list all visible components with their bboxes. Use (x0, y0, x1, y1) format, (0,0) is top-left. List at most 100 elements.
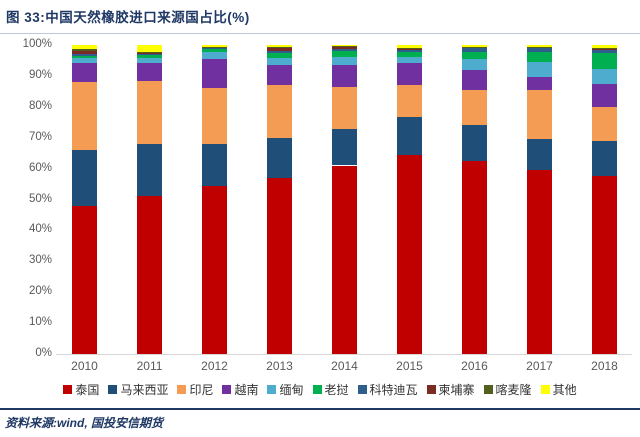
y-tick-label: 20% (28, 285, 52, 298)
bar-segment-马来西亚 (527, 138, 552, 171)
legend-swatch-icon (177, 385, 187, 394)
bar-segment-柬埔寨 (72, 51, 97, 55)
legend-item-喀麦隆: 喀麦隆 (483, 381, 532, 398)
bar-segment-喀麦隆 (72, 49, 97, 52)
bar-segment-泰国 (72, 205, 97, 354)
y-tick-label: 10% (28, 316, 52, 329)
x-axis-label: 2018 (591, 359, 618, 373)
legend-label: 老挝 (324, 383, 349, 397)
bar-segment-泰国 (592, 176, 617, 354)
bar-segment-老挝 (397, 51, 422, 57)
bar-segment-老挝 (267, 53, 292, 58)
y-tick-label: 40% (28, 223, 52, 236)
bar-segment-马来西亚 (72, 150, 97, 206)
bar-segment-柬埔寨 (397, 48, 422, 50)
legend-swatch-icon (267, 385, 277, 394)
source-text: 资料来源:wind, 国投安信期货 (5, 416, 163, 430)
y-tick-label: 70% (28, 130, 52, 143)
bar-segment-越南 (267, 64, 292, 86)
y-tick-label: 30% (28, 254, 52, 267)
bar-segment-缅甸 (397, 56, 422, 63)
legend-swatch-icon (63, 385, 73, 394)
bar-segment-越南 (462, 70, 487, 91)
legend-label: 喀麦隆 (495, 383, 532, 397)
bar-segment-柬埔寨 (137, 52, 162, 54)
legend-label: 其他 (552, 383, 577, 397)
bar-segment-其他 (592, 45, 617, 49)
bar-segment-老挝 (527, 51, 552, 62)
bar-segment-科特迪瓦 (462, 47, 487, 53)
bar-segment-泰国 (397, 155, 422, 354)
y-tick-label: 50% (28, 192, 52, 205)
bar-segment-越南 (397, 62, 422, 86)
bar-segment-科特迪瓦 (397, 49, 422, 52)
bar-segment-泰国 (202, 185, 227, 354)
bar-segment-其他 (527, 45, 552, 48)
legend-swatch-icon (426, 385, 436, 394)
bar-segment-其他 (202, 45, 227, 47)
bar-segment-泰国 (332, 165, 357, 354)
source-divider (0, 408, 640, 410)
bar-segment-科特迪瓦 (72, 54, 97, 56)
y-tick-label: 80% (28, 99, 52, 112)
legend-label: 缅甸 (279, 383, 304, 397)
bar-segment-柬埔寨 (202, 47, 227, 49)
bar-segment-老挝 (137, 55, 162, 58)
bar-segment-科特迪瓦 (592, 49, 617, 54)
bar-segment-印尼 (462, 90, 487, 126)
bar-segment-其他 (72, 45, 97, 50)
legend-swatch-icon (357, 385, 367, 394)
bar-segment-印尼 (202, 87, 227, 144)
bar-segment-越南 (72, 62, 97, 83)
x-axis-label: 2010 (71, 359, 98, 373)
y-tick-label: 90% (28, 68, 52, 81)
legend-swatch-icon (483, 385, 493, 394)
bar-segment-科特迪瓦 (137, 53, 162, 56)
x-axis-label: 2016 (461, 359, 488, 373)
bar-segment-其他 (332, 45, 357, 47)
bar-segment-老挝 (592, 53, 617, 69)
x-axis-label: 2014 (331, 359, 358, 373)
bar-segment-缅甸 (592, 68, 617, 84)
bar-segment-科特迪瓦 (527, 48, 552, 52)
title-divider (0, 33, 640, 34)
bar-segment-缅甸 (527, 61, 552, 78)
y-tick-label: 0% (35, 347, 52, 359)
bar-segment-越南 (592, 83, 617, 108)
legend-swatch-icon (312, 385, 322, 394)
bar-segment-老挝 (332, 50, 357, 58)
x-axis-label: 2017 (526, 359, 553, 373)
bar-segment-柬埔寨 (332, 46, 357, 50)
legend-label: 马来西亚 (120, 383, 169, 397)
bar-segment-喀麦隆 (137, 51, 162, 53)
bar-segment-其他 (462, 45, 487, 47)
bar-segment-科特迪瓦 (332, 49, 357, 51)
legend-swatch-icon (108, 385, 118, 394)
bar-segment-印尼 (267, 85, 292, 139)
legend-item-科特迪瓦: 科特迪瓦 (357, 381, 418, 398)
chart-title: 图 33:中国天然橡胶进口来源国占比(%) (6, 10, 250, 25)
bar-segment-泰国 (462, 160, 487, 354)
bar-segment-缅甸 (137, 57, 162, 63)
bar-segment-缅甸 (462, 59, 487, 71)
x-axis-line (56, 354, 632, 355)
y-tick-label: 100% (22, 38, 52, 50)
legend-item-印尼: 印尼 (177, 381, 213, 398)
bar-segment-喀麦隆 (592, 48, 617, 49)
x-axis-label: 2012 (201, 359, 228, 373)
bar-segment-越南 (137, 62, 162, 82)
bar-segment-柬埔寨 (267, 47, 292, 52)
bar-segment-印尼 (137, 81, 162, 144)
bar-segment-老挝 (72, 55, 97, 58)
bar-segment-印尼 (397, 85, 422, 117)
bar-segment-马来西亚 (267, 138, 292, 178)
bar-segment-缅甸 (72, 57, 97, 63)
bar-segment-印尼 (592, 107, 617, 141)
bar-segment-科特迪瓦 (202, 48, 227, 49)
bar-segment-喀麦隆 (202, 46, 227, 48)
bar-segment-老挝 (462, 52, 487, 60)
legend-item-泰国: 泰国 (63, 381, 99, 398)
bar-segment-印尼 (332, 87, 357, 130)
bar-segment-泰国 (137, 196, 162, 354)
